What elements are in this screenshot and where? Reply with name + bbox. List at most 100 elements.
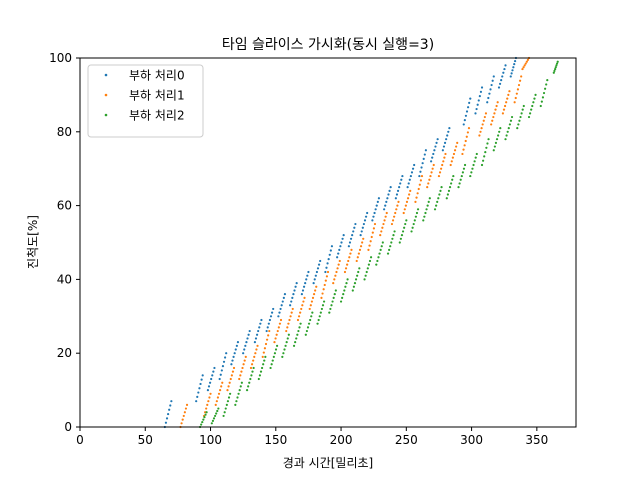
data-point (488, 92, 491, 95)
data-point (505, 134, 508, 137)
data-point (213, 366, 216, 370)
data-point (514, 96, 517, 100)
data-point (234, 403, 237, 406)
data-point (246, 337, 249, 340)
data-point (449, 163, 452, 167)
data-point (299, 322, 302, 325)
data-point (204, 413, 207, 416)
data-point (236, 396, 239, 399)
data-point (376, 200, 379, 204)
data-point (479, 90, 483, 93)
data-point (231, 359, 234, 362)
data-point (208, 396, 211, 399)
data-point (297, 329, 300, 333)
data-point (424, 211, 427, 215)
data-point (327, 258, 330, 261)
data-point (223, 411, 226, 414)
data-point (506, 97, 509, 100)
data-point (361, 241, 364, 244)
data-point (353, 226, 356, 229)
data-point (472, 163, 475, 167)
data-point (540, 100, 543, 103)
data-point (266, 326, 269, 329)
data-point (201, 374, 204, 377)
data-point (230, 363, 233, 366)
data-point (249, 377, 252, 381)
data-point (338, 259, 341, 263)
data-point (403, 226, 406, 229)
data-point (273, 352, 277, 355)
data-point (373, 222, 377, 226)
data-point (490, 83, 493, 87)
data-point (408, 178, 411, 181)
data-point (274, 348, 278, 351)
data-point (372, 227, 375, 230)
data-point (293, 289, 296, 292)
data-point (357, 252, 360, 255)
data-point (213, 414, 217, 418)
data-point (431, 167, 434, 170)
data-point (253, 341, 257, 344)
data-point (282, 352, 285, 355)
data-point (314, 289, 317, 292)
data-point (455, 145, 458, 148)
data-point (250, 363, 254, 366)
data-point (282, 296, 285, 299)
data-point (371, 231, 374, 234)
data-point (530, 108, 533, 111)
data-point (264, 342, 268, 346)
data-point (316, 322, 319, 325)
data-point (496, 101, 499, 104)
data-point (255, 348, 258, 351)
data-point (254, 337, 258, 340)
data-point (438, 171, 442, 174)
data-point (300, 307, 303, 311)
y-axis: 0 20 40 60 80 100 (49, 51, 80, 434)
data-point (480, 86, 484, 89)
legend-box (87, 64, 204, 138)
data-point (495, 138, 499, 141)
data-point (280, 304, 283, 307)
data-point (508, 123, 511, 126)
data-point (182, 414, 185, 418)
x-tick-label: 150 (264, 433, 287, 447)
data-point (489, 88, 492, 91)
data-point (330, 245, 334, 248)
data-point (291, 296, 294, 299)
data-point (456, 141, 459, 144)
data-point (244, 355, 247, 358)
data-point (325, 266, 328, 269)
data-point (302, 285, 306, 288)
data-point (365, 270, 368, 274)
data-point (360, 230, 363, 233)
data-point (502, 71, 505, 74)
data-point (497, 134, 500, 137)
data-point (447, 130, 450, 133)
data-point (384, 215, 387, 218)
data-point (304, 281, 307, 285)
data-point (349, 252, 352, 255)
data-point (181, 418, 184, 421)
data-point (240, 370, 243, 373)
data-point (513, 63, 516, 66)
data-point (426, 186, 429, 189)
data-point (493, 145, 496, 148)
data-point (452, 152, 456, 156)
data-point (424, 149, 427, 152)
data-point (214, 403, 217, 406)
data-point (307, 322, 311, 325)
data-point (413, 219, 416, 222)
data-point (347, 259, 350, 263)
data-point (292, 344, 296, 347)
data-point (312, 281, 315, 285)
data-point (555, 62, 559, 65)
data-point (265, 329, 268, 333)
data-point (385, 211, 388, 215)
data-point (320, 296, 323, 299)
data-point (346, 278, 349, 281)
data-point (415, 211, 419, 215)
data-point (369, 240, 372, 243)
axes-frame (79, 57, 577, 428)
x-axis-label: 경과 시간[밀리초] (283, 456, 373, 470)
